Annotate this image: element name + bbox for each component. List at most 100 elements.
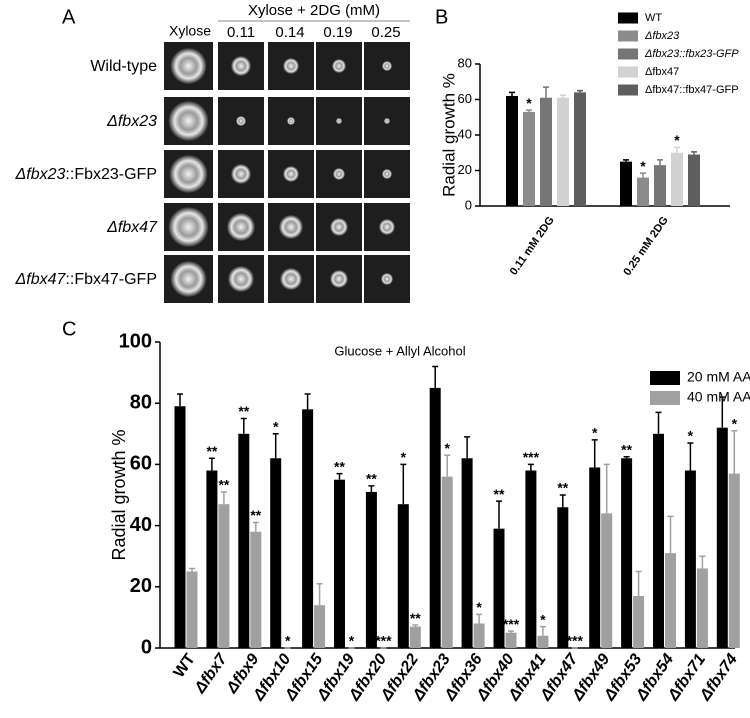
- error-bar: [699, 555, 706, 569]
- significance-label: ***: [375, 633, 392, 649]
- colony: [280, 268, 302, 290]
- significance-label: ***: [523, 449, 540, 465]
- bar: [429, 387, 441, 648]
- significance-label: **: [366, 471, 377, 487]
- bar: [684, 470, 696, 648]
- legend-label: Δfbx47::fbx47-GFP: [645, 84, 739, 96]
- y-tick-label: 40: [458, 126, 472, 141]
- error-bar: [316, 582, 323, 606]
- legend-swatch: [650, 371, 680, 385]
- x-tick-label: WT: [171, 651, 199, 681]
- y-tick-label: 20: [458, 162, 472, 177]
- colony: [384, 118, 390, 124]
- colony: [379, 219, 395, 235]
- strain-label: Δfbx47::Fbx47-GFP: [15, 271, 157, 288]
- bar: [728, 473, 740, 648]
- group-header: Xylose + 2DG (mM): [248, 2, 380, 19]
- legend-swatch: [618, 30, 638, 42]
- error-bar: [731, 429, 738, 474]
- bar: [537, 635, 549, 648]
- significance-label: *: [444, 440, 450, 456]
- bar: [654, 165, 666, 206]
- bar: [302, 409, 314, 648]
- bar: [557, 507, 569, 648]
- error-bar: [272, 433, 279, 459]
- colony: [170, 261, 207, 297]
- x-tick-label: Δfbx7: [191, 650, 231, 697]
- significance-label: *: [401, 449, 407, 465]
- colony: [330, 218, 348, 236]
- bar: [334, 479, 345, 648]
- bar: [574, 92, 586, 206]
- concentration-label: 0.14: [275, 24, 304, 41]
- error-bar: [509, 91, 515, 96]
- significance-label: ***: [503, 616, 520, 632]
- significance-label: **: [218, 477, 229, 493]
- significance-label: *: [640, 158, 646, 174]
- error-bar: [623, 159, 629, 162]
- error-bar: [304, 393, 311, 410]
- colony: [381, 273, 393, 285]
- x-tick-label: 0.25 mM 2DG: [621, 215, 670, 278]
- bar: [671, 152, 683, 206]
- error-bar: [368, 485, 375, 492]
- y-tick-label: 40: [130, 514, 152, 536]
- significance-label: **: [621, 441, 632, 457]
- concentration-label: 0.11: [227, 24, 255, 41]
- error-bar: [432, 365, 439, 388]
- bar: [506, 95, 518, 206]
- bar: [523, 111, 535, 206]
- significance-label: *: [540, 611, 546, 627]
- error-bar: [444, 454, 451, 477]
- significance-label: **: [494, 486, 505, 502]
- significance-label: **: [410, 610, 421, 626]
- significance-label: **: [206, 443, 217, 459]
- bar: [525, 470, 537, 648]
- error-bar: [560, 94, 566, 98]
- bar: [206, 470, 218, 648]
- bar: [409, 626, 421, 648]
- error-bar: [336, 472, 343, 480]
- colony: [283, 166, 299, 182]
- error-bar: [640, 172, 646, 178]
- error-bar: [655, 411, 662, 434]
- bar: [365, 491, 377, 648]
- error-bar: [527, 463, 534, 471]
- significance-label: *: [674, 132, 680, 148]
- error-bar: [476, 613, 483, 624]
- error-bar: [252, 521, 259, 532]
- error-bar: [177, 393, 183, 407]
- strain-name: Wild-type: [90, 58, 157, 75]
- legend-label: WT: [645, 12, 662, 24]
- legend-swatch: [618, 12, 638, 24]
- error-bar: [464, 436, 471, 459]
- error-bar: [603, 463, 610, 514]
- error-bar: [208, 457, 215, 471]
- error-bar: [543, 86, 549, 98]
- colony: [228, 266, 254, 292]
- error-bar: [577, 89, 583, 93]
- panel-label: C: [62, 318, 76, 340]
- error-bar: [719, 396, 726, 428]
- significance-label: **: [250, 507, 261, 523]
- y-tick-label: 80: [130, 391, 152, 413]
- colony: [227, 213, 255, 241]
- strain-name: Δfbx47: [106, 219, 158, 236]
- legend-label: 40 mM AA: [687, 389, 750, 405]
- chart-title: Glucose + Allyl Alcohol: [334, 343, 465, 358]
- strain-label: Δfbx47: [106, 219, 158, 236]
- y-axis-label: Radial growth %: [109, 429, 129, 560]
- error-bar: [687, 442, 694, 471]
- error-bar: [526, 109, 532, 112]
- bar: [250, 531, 262, 648]
- strain-name: Δfbx23: [106, 113, 157, 130]
- bar: [557, 97, 569, 206]
- significance-label: *: [526, 95, 532, 111]
- error-bar: [623, 456, 630, 459]
- significance-label: **: [238, 403, 249, 419]
- bar: [633, 595, 645, 648]
- error-bar: [635, 570, 642, 596]
- concentration-label: 0.25: [371, 24, 400, 41]
- colony: [382, 169, 392, 179]
